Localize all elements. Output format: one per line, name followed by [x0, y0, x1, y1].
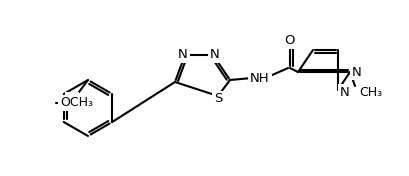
Text: O: O: [284, 34, 294, 48]
Text: N: N: [210, 49, 219, 61]
Text: N: N: [178, 49, 187, 61]
Text: S: S: [213, 93, 222, 105]
Text: CH₃: CH₃: [358, 86, 381, 99]
Text: OCH₃: OCH₃: [60, 96, 93, 109]
Text: N: N: [339, 86, 349, 99]
Text: O: O: [67, 93, 77, 106]
Text: N: N: [351, 65, 361, 78]
Text: NH: NH: [249, 71, 269, 84]
